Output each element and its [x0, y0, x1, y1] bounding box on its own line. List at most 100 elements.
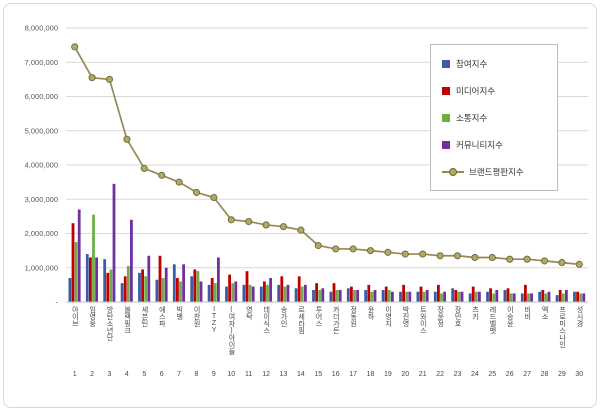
bar-participation [277, 284, 281, 302]
bar-media [437, 284, 440, 302]
bar-media [367, 284, 371, 302]
bar-community [251, 286, 255, 302]
rank-label: 3 [107, 371, 112, 378]
bar-media [402, 284, 405, 302]
bar-participation [155, 279, 159, 302]
bar-participation [329, 291, 333, 302]
brand-index-marker [366, 247, 375, 255]
bar-participation [468, 293, 472, 302]
bar-communication [213, 283, 217, 302]
rank-label: 21 [418, 371, 427, 378]
legend-label-community: 커뮤니티지수 [456, 139, 503, 150]
brand-index-marker [506, 255, 514, 263]
bar-participation [381, 290, 385, 302]
participation-swatch-icon [442, 59, 450, 68]
rank-label: 4 [124, 371, 129, 378]
bar-media [332, 283, 336, 302]
brand-index-marker [210, 193, 218, 202]
bar-media [245, 271, 249, 302]
bar-media [350, 286, 353, 302]
bar-community [338, 290, 342, 302]
bar-communication [422, 291, 426, 302]
bar-community [391, 291, 394, 302]
bar-community [408, 291, 412, 302]
bar-media [123, 276, 127, 302]
legend-item-participation: 참여지수 [431, 50, 557, 77]
y-axis-tick-label: 4,000,000 [25, 161, 58, 170]
bar-participation [433, 291, 437, 302]
bar-media [506, 288, 510, 302]
brand-index-marker [349, 245, 357, 253]
bar-communication [283, 286, 287, 302]
bar-communication [561, 293, 565, 302]
bar-participation [190, 276, 194, 302]
bar-communication [144, 276, 148, 302]
rank-label: 14 [296, 371, 305, 378]
rank-label: 27 [523, 371, 531, 378]
y-axis-tick-label: 7,000,000 [25, 58, 58, 67]
y-axis-tick-label: - [56, 298, 59, 307]
bar-community [512, 293, 516, 302]
bar-media [89, 257, 92, 302]
bar-community [286, 284, 290, 302]
category-label: 블랙핑크 [123, 306, 131, 334]
communication-swatch-icon [442, 113, 450, 122]
bar-media [454, 290, 458, 302]
bar-communication [544, 293, 548, 302]
bar-participation [346, 288, 350, 302]
bar-community [217, 257, 220, 302]
category-label: 임영웅 [88, 306, 96, 327]
legend-label-brand-index: 브랜드평판지수 [469, 166, 524, 177]
bar-community [530, 293, 533, 302]
bar-community [234, 281, 238, 302]
brand-index-marker [158, 171, 166, 179]
bar-community [565, 290, 568, 302]
bar-community [199, 281, 203, 302]
bar-participation [451, 288, 455, 302]
bar-participation [520, 293, 524, 302]
bar-communication [74, 242, 78, 302]
legend-item-media: 미디어지수 [431, 77, 557, 104]
bar-participation [416, 291, 420, 302]
rank-label: 18 [366, 371, 375, 378]
rank-label: 24 [470, 371, 479, 378]
bar-community [269, 278, 272, 302]
legend-label-participation: 참여지수 [456, 58, 488, 69]
bar-community [582, 293, 586, 302]
bar-media [489, 288, 492, 302]
brand-index-marker [262, 221, 270, 229]
bar-community [182, 264, 185, 302]
bar-media [524, 284, 527, 302]
brand-index-marker [332, 245, 340, 253]
bar-participation [68, 278, 72, 302]
bar-participation [138, 272, 141, 302]
brand-index-marker [227, 216, 235, 224]
bar-community [425, 290, 429, 302]
y-axis-tick-label: 2,000,000 [25, 229, 58, 238]
media-swatch-icon [442, 86, 450, 95]
bar-media [228, 274, 231, 302]
bar-media [210, 278, 214, 302]
rank-label: 20 [401, 371, 410, 378]
rank-label: 9 [211, 371, 216, 378]
bar-communication [179, 281, 182, 302]
bar-media [193, 269, 197, 302]
category-label: 송가인 [280, 306, 288, 327]
bar-communication [109, 269, 113, 302]
bar-participation [364, 290, 368, 302]
category-label: 박진영 [401, 306, 409, 327]
bar-participation [85, 254, 89, 302]
bar-participation [538, 291, 542, 302]
bar-communication [231, 283, 235, 302]
bar-communication [248, 284, 252, 302]
bar-communication [474, 291, 478, 302]
bar-participation [242, 284, 246, 302]
bar-communication [492, 293, 496, 302]
legend-label-communication: 소통지수 [456, 112, 488, 123]
rank-label: 13 [279, 371, 288, 378]
rank-label: 11 [245, 371, 253, 378]
brand-index-marker [523, 255, 531, 263]
category-label: 엑소 [541, 306, 549, 320]
bar-communication [405, 291, 409, 302]
category-label: 방탄소년단 [106, 306, 114, 341]
